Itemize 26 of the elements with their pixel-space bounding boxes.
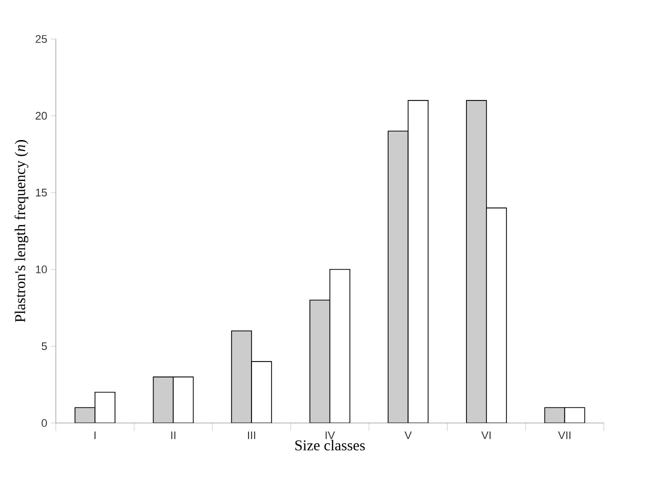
x-tick-label: III [248,432,256,440]
y-tick-label: 10 [36,266,47,274]
bar [309,300,330,423]
bar [251,361,272,423]
x-tick-label: I [94,432,96,440]
x-tick-label: VI [481,432,491,440]
x-tick-label: IV [326,432,335,440]
bar [231,330,252,423]
bar [544,407,566,423]
bar [172,376,194,423]
bar [74,407,96,423]
y-tick-label: 0 [42,419,47,427]
x-tick-label: II [171,432,176,440]
x-axis-title: Size classes [295,440,365,450]
y-tick-label: 15 [36,188,47,196]
x-tick-label: V [404,432,412,440]
y-tick-label: 25 [36,35,47,43]
y-tick-label: 20 [36,112,47,120]
x-tick-label: VII [558,432,570,440]
bar [564,407,586,423]
bar [388,130,409,423]
y-axis-title: Plastron's length frequency (n) [14,140,28,322]
bar [486,208,507,423]
bar [152,376,174,423]
bar [466,100,487,423]
y-tick-label: 5 [42,342,47,350]
